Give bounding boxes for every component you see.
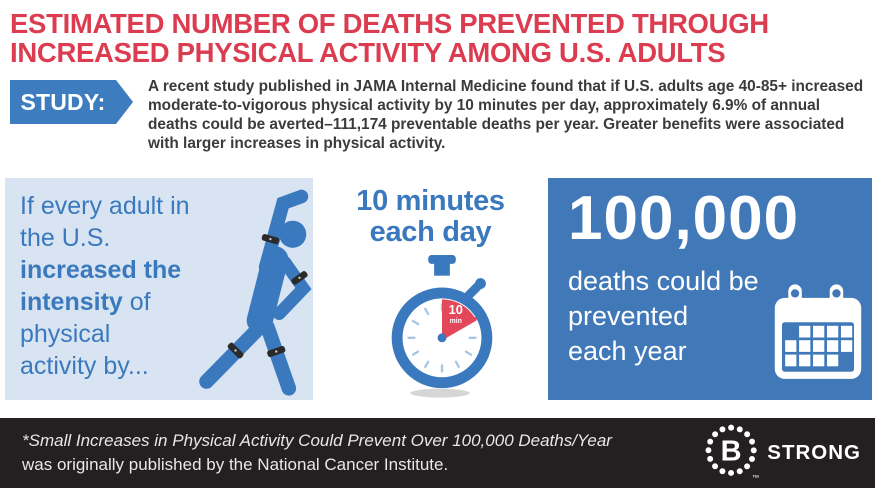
logo-letter: B — [721, 435, 742, 467]
left-panel-line: activity by... — [20, 352, 149, 380]
middle-panel-line: each day — [369, 216, 492, 248]
panel-100000-deaths: 100,000 deaths could be prevented each y… — [548, 178, 872, 400]
middle-panel-line: 10 minutes — [356, 185, 505, 217]
left-panel-bold-text: intensity — [20, 288, 123, 316]
left-panel-line: the U.S. — [20, 224, 111, 252]
right-panel-line: each year — [568, 336, 687, 366]
study-section: STUDY: A recent study published in JAMA … — [0, 77, 875, 153]
left-panel-line: intensity of — [20, 286, 313, 318]
bstrong-logo: B ™ STRONG — [703, 422, 861, 484]
study-badge-label: STUDY: — [20, 88, 106, 115]
right-panel-text: deaths could be prevented each year — [568, 264, 872, 369]
stopwatch-icon: 10 min — [391, 254, 492, 398]
study-summary-line: moderate-to-vigorous physical activity b… — [148, 97, 820, 114]
stopwatch-unit-label: min — [449, 318, 461, 325]
big-number: 100,000 — [568, 184, 800, 253]
right-panel-line: deaths could be — [568, 266, 759, 296]
logo-trademark: ™ — [752, 473, 759, 482]
study-summary-line: deaths could be averted–111,174 preventa… — [148, 116, 845, 133]
logo-wordmark: STRONG — [767, 441, 861, 464]
left-panel-line: increased the — [20, 254, 313, 286]
source-title: *Small Increases in Physical Activity Co… — [22, 430, 612, 450]
study-summary: A recent study published in JAMA Interna… — [148, 77, 863, 153]
left-panel-line: physical — [20, 320, 111, 348]
source-publisher: was originally published by the National… — [22, 455, 449, 474]
stopwatch-value-label: 10 — [448, 302, 462, 317]
study-summary-line: A recent study published in JAMA Interna… — [148, 78, 864, 95]
calendar-icon — [774, 284, 862, 379]
left-panel-text-span: of — [122, 288, 151, 316]
panels-row: If every adult in the U.S. increased the… — [0, 178, 875, 400]
page-title: ESTIMATED NUMBER OF DEATHS PREVENTED THR… — [0, 0, 875, 67]
right-panel-line: prevented — [568, 301, 689, 331]
study-badge: STUDY: — [10, 80, 133, 124]
source-attribution: *Small Increases in Physical Activity Co… — [22, 429, 703, 478]
footer-bar: *Small Increases in Physical Activity Co… — [0, 418, 875, 488]
left-panel-text: If every adult in the U.S. increased the… — [20, 190, 313, 382]
study-summary-line: with larger increases in physical activi… — [148, 135, 446, 152]
bstrong-emblem-icon: B ™ — [705, 424, 759, 482]
left-panel-bold-text: increased the — [20, 256, 182, 284]
activity-tracker-bands — [227, 234, 308, 359]
page-title-line2: INCREASED PHYSICAL ACTIVITY AMONG U.S. A… — [10, 37, 726, 68]
stretching-person-with-activity-trackers-icon — [199, 189, 312, 396]
middle-panel-heading: 10 minutes each day — [313, 186, 548, 248]
panel-if-every-adult: If every adult in the U.S. increased the… — [5, 178, 313, 400]
left-panel-line: If every adult in — [20, 192, 190, 220]
page-title-line1: ESTIMATED NUMBER OF DEATHS PREVENTED THR… — [10, 8, 769, 39]
panel-10-minutes: 10 minutes each day — [313, 178, 548, 400]
